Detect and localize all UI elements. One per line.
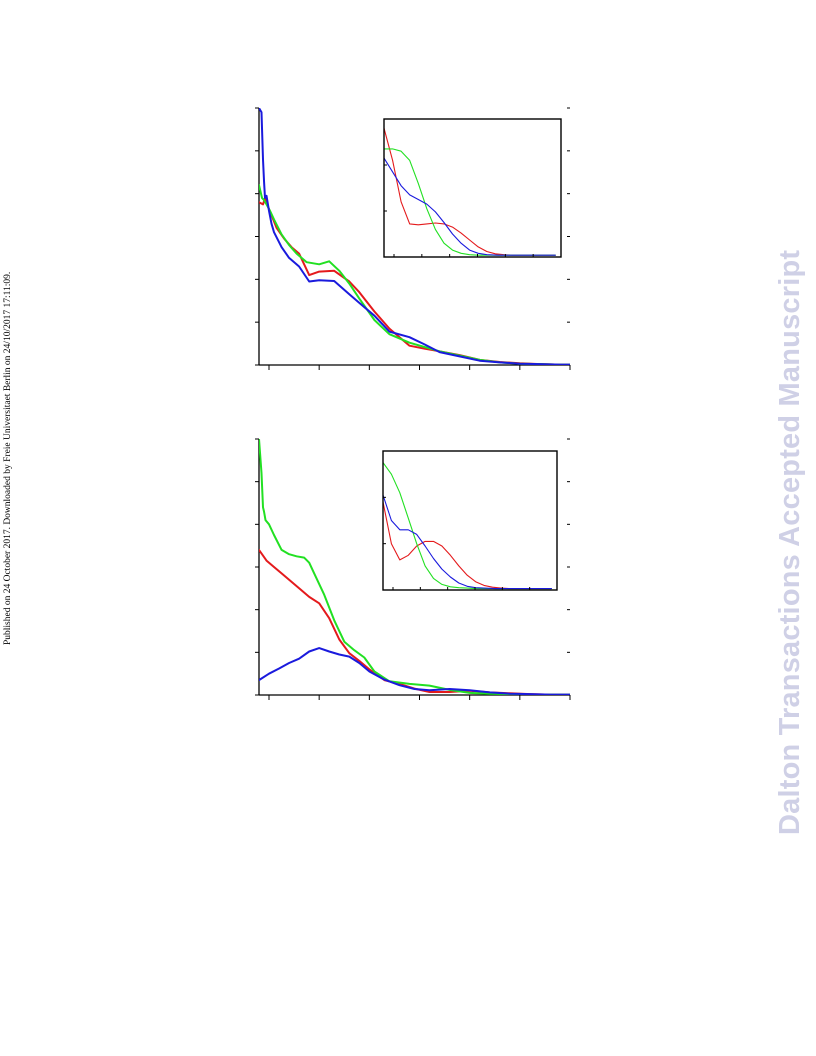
panel-top xyxy=(255,107,571,370)
inset-background xyxy=(384,119,561,257)
inset-bottom-series-blue xyxy=(383,494,552,590)
panel-top-inset xyxy=(383,118,562,258)
panel-bottom-series-green xyxy=(259,439,570,695)
panel-bottom-inset xyxy=(382,450,558,591)
panel-bottom-series-blue xyxy=(259,647,570,695)
inset-bottom-frame xyxy=(382,450,558,591)
inset-background xyxy=(383,451,557,590)
inset-top-frame xyxy=(383,118,562,258)
inset-top-series-blue xyxy=(384,157,556,256)
panel-top-series-blue xyxy=(259,108,570,365)
panel-bottom xyxy=(255,438,571,700)
